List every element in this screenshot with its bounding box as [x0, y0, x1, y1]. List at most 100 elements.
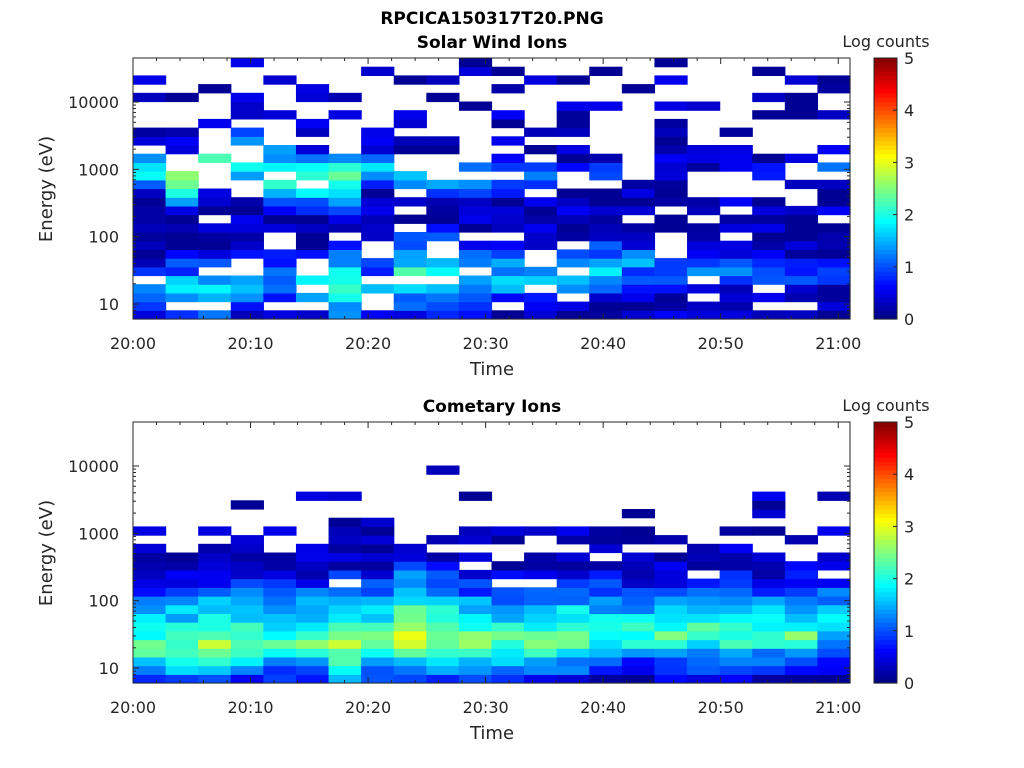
colorbar-segment [874, 452, 897, 458]
spectrogram-cell [752, 205, 786, 216]
spectrogram-cell [230, 214, 264, 224]
x-tick-label: 20:20 [345, 334, 391, 353]
colorbar-tick-label: 0 [904, 674, 914, 693]
spectrogram-cell [198, 587, 232, 597]
spectrogram-cell [589, 188, 623, 198]
spectrogram-cell [556, 275, 590, 285]
x-tick-label: 20:00 [110, 334, 156, 353]
spectrogram-cell [524, 587, 558, 597]
spectrogram-cell [719, 301, 753, 311]
spectrogram-cell [752, 66, 786, 76]
spectrogram-cell [361, 258, 395, 268]
spectrogram-cell [426, 648, 460, 658]
spectrogram-cell [328, 656, 362, 667]
spectrogram-cell [263, 648, 297, 658]
spectrogram-cell [524, 232, 558, 242]
spectrogram-cell [230, 127, 264, 137]
spectrogram-cell [328, 587, 362, 597]
spectrogram-cell [295, 249, 330, 259]
spectrogram-cell [752, 197, 786, 207]
spectrogram-cell [361, 162, 395, 172]
spectrogram-cell [752, 648, 786, 658]
spectrogram-cell [491, 118, 525, 129]
spectrogram-cell [230, 249, 264, 259]
spectrogram-cell [491, 665, 525, 675]
spectrogram-cell [556, 214, 590, 224]
colorbar-segment [874, 448, 897, 454]
spectrogram-cell [524, 266, 558, 277]
colorbar-segment [874, 596, 897, 601]
spectrogram-cell [361, 284, 395, 294]
colorbar-segment [874, 426, 897, 432]
spectrogram-cell [328, 639, 362, 649]
x-tick-label: 20:10 [227, 334, 273, 353]
spectrogram-cell [458, 656, 493, 667]
spectrogram-cell [328, 153, 362, 163]
spectrogram-cell [263, 552, 297, 562]
colorbar-segment [874, 66, 897, 72]
colorbar-segment [874, 674, 897, 680]
spectrogram-cell [817, 205, 851, 216]
spectrogram-cell [328, 214, 362, 224]
spectrogram-cell [426, 75, 460, 85]
spectrogram-cell [589, 604, 623, 614]
spectrogram-cell [328, 535, 362, 545]
spectrogram-cell [133, 249, 167, 259]
spectrogram-cell [784, 249, 819, 259]
colorbar-segment [874, 635, 897, 641]
spectrogram-cell [687, 145, 721, 155]
spectrogram-cell [426, 569, 460, 580]
spectrogram-cell [654, 58, 688, 68]
spectrogram-cell [621, 526, 656, 536]
colorbar-segment [874, 218, 897, 224]
spectrogram-cell [491, 561, 525, 571]
spectrogram-cell [230, 500, 264, 510]
spectrogram-cell [752, 665, 786, 675]
spectrogram-cell [556, 197, 590, 207]
colorbar-segment [874, 245, 897, 250]
spectrogram-cell [817, 310, 851, 320]
colorbar-segment [874, 435, 897, 440]
spectrogram-cell [393, 284, 427, 294]
colorbar-segment [874, 665, 897, 671]
spectrogram-cell [133, 526, 167, 536]
colorbar-segment [874, 543, 897, 549]
spectrogram-cell [556, 223, 590, 233]
spectrogram-cell [556, 630, 590, 641]
y-tick-label: 100 [88, 228, 119, 247]
spectrogram-cell [491, 613, 525, 623]
spectrogram-cell [589, 630, 623, 641]
spectrogram-cell [719, 223, 753, 233]
spectrogram-cell [328, 604, 362, 614]
colorbar-segment [874, 526, 897, 532]
colorbar-segment [874, 500, 897, 506]
spectrogram-cell [719, 552, 753, 562]
spectrogram-cell [621, 310, 656, 320]
spectrogram-cell [621, 674, 656, 684]
spectrogram-cell [133, 197, 167, 207]
spectrogram-cell [198, 543, 232, 554]
spectrogram-cell [230, 604, 264, 614]
spectrogram-cell [524, 526, 558, 536]
spectrogram-cell [589, 153, 623, 163]
spectrogram-cell [654, 622, 688, 632]
colorbar-segment [874, 439, 897, 445]
spectrogram-cell [295, 613, 330, 623]
spectrogram-cell [621, 622, 656, 632]
spectrogram-cell [198, 188, 232, 198]
panel-title: Solar Wind Ions [417, 33, 568, 53]
spectrogram-cell [621, 240, 656, 250]
colorbar-segment [874, 430, 897, 436]
spectrogram-cell [361, 223, 395, 233]
spectrogram-cell [654, 310, 688, 320]
spectrogram-cell [621, 301, 656, 311]
spectrogram-cell [784, 240, 819, 250]
spectrogram-cell [328, 162, 362, 172]
spectrogram-cell [426, 92, 460, 103]
spectrogram-cell [784, 596, 819, 606]
spectrogram-cell [165, 622, 199, 632]
spectrogram-cell [719, 127, 753, 137]
spectrogram-cell [589, 275, 623, 285]
colorbar-segment [874, 58, 897, 63]
spectrogram-cell [198, 561, 232, 571]
